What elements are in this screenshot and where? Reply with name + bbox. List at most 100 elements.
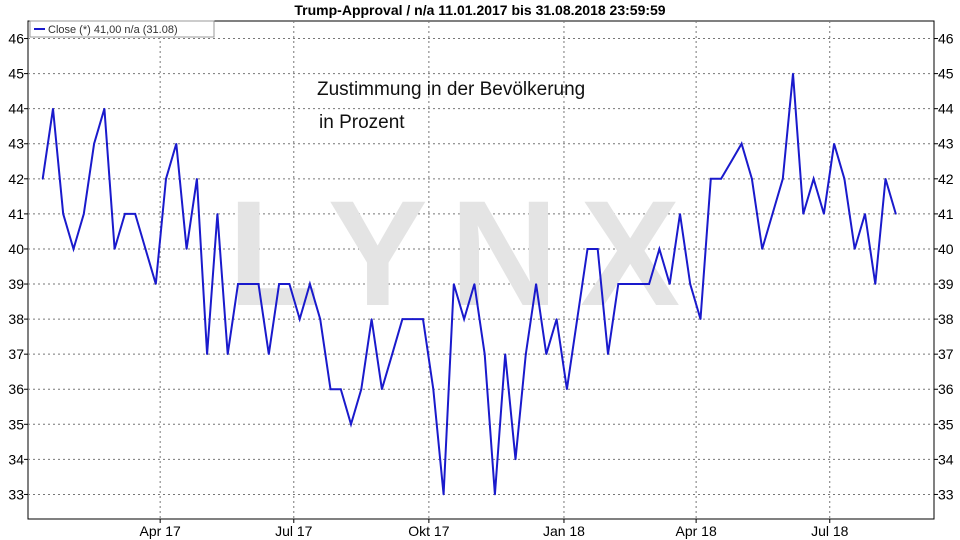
y-tick-label-left: 42	[8, 171, 24, 187]
data-point	[93, 142, 95, 145]
x-tick-label: Jul 17	[275, 523, 313, 539]
data-point	[257, 283, 260, 285]
data-point	[555, 318, 558, 320]
data-point	[802, 213, 805, 215]
plot-area	[27, 20, 935, 520]
x-tick-label: Apr 18	[675, 523, 716, 539]
data-point	[720, 178, 722, 180]
data-point	[298, 318, 301, 320]
data-point	[627, 283, 630, 285]
data-point	[874, 283, 877, 285]
y-tick-label-right: 43	[938, 136, 954, 152]
y-tick-label-right: 37	[938, 346, 954, 362]
data-point	[679, 213, 681, 215]
data-point	[216, 213, 219, 215]
y-axis-right: 33 34 35 36 37 38 39 40 41 42 43 44 45 46	[934, 31, 954, 502]
data-point	[113, 248, 116, 250]
data-point	[154, 283, 157, 285]
data-point	[812, 178, 815, 180]
data-point	[381, 388, 383, 391]
y-tick-label-left: 34	[8, 451, 24, 467]
y-tick-label-left: 43	[8, 136, 24, 152]
data-point	[596, 248, 599, 250]
x-tick-label: Apr 17	[140, 523, 181, 539]
data-point	[268, 353, 270, 355]
x-tick-label: Jul 18	[811, 523, 849, 539]
data-point	[319, 318, 322, 320]
data-point	[473, 283, 476, 285]
x-tick-label: Jan 18	[543, 523, 585, 539]
legend-label: Close (*) 41,00 n/a (31.08)	[48, 24, 178, 36]
data-point	[329, 388, 332, 391]
data-point	[586, 248, 589, 250]
data-point	[771, 213, 774, 215]
data-point	[710, 178, 712, 180]
grid	[28, 21, 934, 519]
data-point	[226, 353, 229, 355]
y-tick-label-left: 36	[8, 381, 24, 397]
chart-title: Trump-Approval / n/a 11.01.2017 bis 31.0…	[294, 2, 665, 18]
y-tick-label-right: 45	[938, 66, 954, 82]
y-tick-label-left: 40	[8, 241, 24, 257]
data-point	[884, 178, 887, 180]
data-point	[761, 248, 763, 250]
annotation-line-2: in Prozent	[319, 112, 405, 133]
y-tick-label-left: 45	[8, 66, 24, 82]
data-point	[62, 213, 65, 215]
y-tick-label-right: 40	[938, 241, 954, 257]
x-tick-label: Okt 17	[408, 523, 449, 539]
y-tick-label-right: 38	[938, 311, 954, 327]
data-point	[524, 353, 527, 355]
data-point	[432, 388, 435, 391]
data-point	[730, 160, 733, 163]
data-point	[566, 388, 568, 391]
y-tick-label-left: 39	[8, 276, 24, 292]
data-point	[895, 213, 897, 215]
data-point	[648, 283, 650, 285]
data-point	[751, 178, 753, 180]
data-point	[124, 213, 126, 215]
data-point	[442, 493, 445, 496]
data-point	[247, 283, 250, 285]
y-tick-label-left: 44	[8, 101, 24, 117]
y-tick-label-left: 38	[8, 311, 24, 327]
data-point	[823, 213, 825, 215]
data-point	[196, 178, 198, 180]
data-point	[103, 107, 106, 110]
y-tick-label-right: 33	[938, 486, 954, 502]
data-point	[504, 353, 507, 355]
data-point	[134, 213, 136, 215]
y-tick-label-right: 46	[938, 31, 954, 47]
data-point	[422, 318, 424, 320]
data-point	[617, 283, 620, 285]
data-point	[288, 283, 291, 285]
series-line	[41, 73, 897, 495]
data-point	[792, 72, 794, 75]
data-point	[72, 248, 75, 250]
data-point	[401, 318, 404, 320]
y-tick-label-right: 35	[938, 416, 954, 432]
data-point	[699, 318, 702, 320]
y-tick-label-right: 36	[938, 381, 954, 397]
lynx-watermark: LYNX	[228, 169, 702, 337]
data-point	[740, 142, 743, 145]
data-point	[853, 248, 856, 250]
data-point	[165, 178, 167, 180]
data-point	[463, 318, 465, 320]
data-point	[833, 142, 835, 145]
y-tick-label-right: 44	[938, 101, 954, 117]
data-point	[607, 353, 609, 355]
y-tick-label-left: 33	[8, 486, 24, 502]
series-layer	[41, 72, 897, 496]
data-point	[360, 388, 363, 391]
legend: Close (*) 41,00 n/a (31.08)	[29, 20, 215, 38]
y-tick-label-right: 34	[938, 451, 954, 467]
data-point	[185, 248, 188, 250]
data-point	[175, 142, 178, 145]
data-point	[144, 248, 147, 250]
data-point	[370, 318, 373, 320]
data-point	[350, 423, 352, 426]
data-point	[638, 283, 640, 285]
y-tick-label-left: 35	[8, 416, 24, 432]
data-point	[411, 318, 414, 320]
